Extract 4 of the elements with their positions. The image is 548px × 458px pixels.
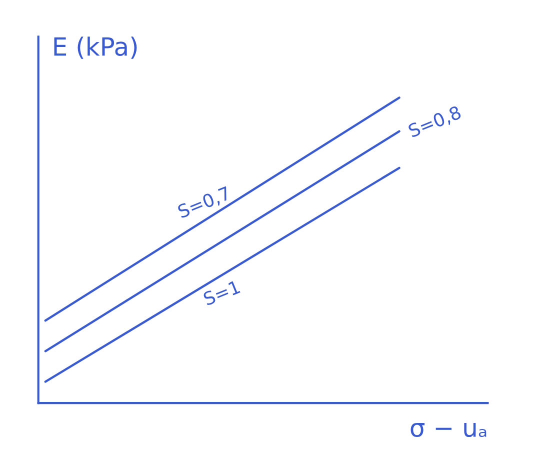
y-axis-title: E (kPa) [54, 36, 137, 59]
text: S=1 [202, 280, 240, 306]
x-axis-title: σ − uₐ [410, 422, 486, 438]
text: S=0,8 [408, 105, 462, 140]
